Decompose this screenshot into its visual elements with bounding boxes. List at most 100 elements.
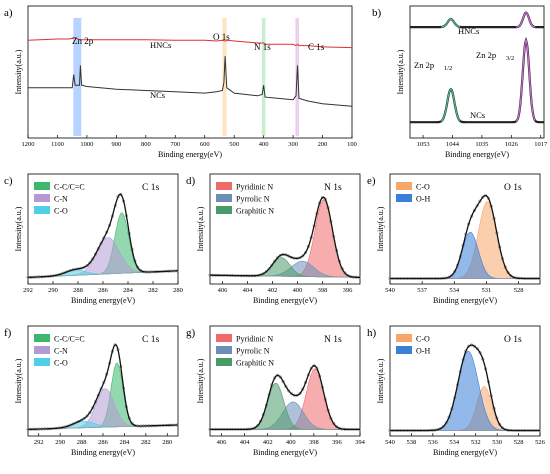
x-tick-label: 530 bbox=[492, 439, 502, 446]
legend-label: Pyridinic N bbox=[236, 183, 273, 192]
panel-d: d) 406 404 402 400 398 396 Binding energy(eV) In… bbox=[186, 173, 361, 305]
y-axis-label: Intensity(a.u.) bbox=[14, 49, 23, 94]
data-point bbox=[256, 423, 260, 427]
x-tick-label: 528 bbox=[514, 439, 524, 446]
panel-label: e) bbox=[367, 175, 376, 187]
x-tick-label: 400 bbox=[286, 439, 296, 446]
data-point bbox=[506, 271, 510, 275]
x-tick-label: 1035 bbox=[475, 141, 488, 148]
x-tick-label: 286 bbox=[98, 439, 109, 446]
x-tick-label: 402 bbox=[268, 287, 278, 294]
data-point bbox=[287, 389, 291, 393]
x-axis-label: Binding energy(eV) bbox=[158, 150, 222, 159]
x-tick-label: 540 bbox=[385, 439, 395, 446]
x-tick-label: 1000 bbox=[80, 141, 93, 148]
x-tick-label: 406 bbox=[218, 287, 229, 294]
component-fill bbox=[210, 382, 360, 430]
x-tick-label: 538 bbox=[407, 439, 417, 446]
data-point bbox=[85, 264, 89, 268]
x-tick-label: 531 bbox=[482, 287, 492, 294]
data-point bbox=[509, 274, 513, 278]
legend-label: C-O bbox=[416, 183, 430, 192]
legend-label: Pyrrolic N bbox=[236, 195, 270, 204]
series-label: NCs bbox=[470, 110, 485, 120]
data-point bbox=[275, 256, 280, 260]
panel-label: a) bbox=[4, 7, 13, 19]
x-tick-label: 290 bbox=[55, 439, 65, 446]
chart-title: O 1s bbox=[504, 335, 522, 345]
chart-title: C 1s bbox=[142, 183, 159, 193]
plot-frame bbox=[27, 5, 353, 139]
legend-label: C-O bbox=[416, 335, 430, 344]
x-tick-label: 534 bbox=[449, 439, 460, 446]
x-tick-label: 284 bbox=[123, 287, 134, 294]
plot-frame bbox=[389, 173, 541, 285]
series-label: HNCs bbox=[150, 40, 171, 50]
legend-swatch bbox=[396, 346, 412, 354]
panel-g: g) 406 404 402 400 398 396 394 Binding energy(eV… bbox=[186, 325, 366, 457]
x-axis-label: Binding energy(eV) bbox=[253, 296, 317, 305]
x-tick-label: 1044 bbox=[446, 141, 460, 148]
highlight-band bbox=[261, 18, 266, 136]
legend-swatch bbox=[34, 358, 50, 366]
data-point bbox=[270, 263, 274, 267]
peak-annotation: Zn 2p bbox=[414, 60, 434, 70]
data-point bbox=[478, 199, 482, 203]
legend-label: Pyridinic N bbox=[236, 335, 273, 344]
y-axis-label: Intensity(a.u.) bbox=[376, 206, 385, 251]
x-tick-label: 402 bbox=[263, 439, 273, 446]
x-axis-label: Binding energy(eV) bbox=[253, 448, 317, 457]
data-point bbox=[498, 422, 502, 427]
x-tick-label: 404 bbox=[240, 439, 251, 446]
fit-peak bbox=[441, 18, 461, 28]
envelope-line bbox=[28, 343, 178, 431]
peak-annotation: O 1s bbox=[213, 32, 230, 42]
data-point bbox=[290, 392, 294, 396]
legend-swatch bbox=[216, 194, 232, 202]
peak-annotation-sub: 3/2 bbox=[506, 55, 514, 62]
chart-title: N 1s bbox=[324, 335, 342, 345]
legend-label: Pyrrolic N bbox=[236, 347, 270, 356]
fit-peak bbox=[440, 88, 461, 122]
panel-a: a) 1200 1100 1000 900 800 700 600 500 400 300 200 10… bbox=[4, 5, 357, 159]
x-tick-label: 532 bbox=[471, 439, 481, 446]
legend-label: C-O bbox=[54, 359, 68, 368]
data-point bbox=[335, 425, 339, 429]
series-line bbox=[28, 56, 353, 107]
data-point bbox=[500, 426, 505, 430]
peak-annotation: Zn 2p bbox=[72, 36, 94, 46]
data-point bbox=[301, 254, 305, 258]
x-tick-label: 290 bbox=[48, 287, 58, 294]
plot-frame bbox=[389, 325, 541, 437]
legend-label: Graphitic N bbox=[236, 207, 274, 216]
data-point bbox=[85, 414, 89, 418]
x-tick-label: 286 bbox=[98, 287, 109, 294]
plot-frame bbox=[409, 5, 545, 139]
peak-annotation: N 1s bbox=[254, 42, 271, 52]
x-tick-label: 200 bbox=[318, 141, 328, 148]
y-axis-label: Intensity(a.u.) bbox=[396, 49, 405, 94]
data-point bbox=[298, 391, 302, 395]
highlight-band bbox=[73, 18, 82, 136]
y-axis-label: Intensity(a.u.) bbox=[376, 358, 385, 403]
legend-swatch bbox=[34, 182, 50, 190]
envelope-line bbox=[390, 344, 540, 432]
x-tick-label: 284 bbox=[120, 439, 131, 446]
fit-peak bbox=[515, 38, 536, 122]
series-line bbox=[27, 37, 353, 49]
peak-annotation: Zn 2p bbox=[476, 50, 496, 60]
legend-label: O-H bbox=[416, 347, 430, 356]
plot-frame bbox=[209, 325, 361, 437]
envelope-line bbox=[390, 194, 540, 280]
data-point bbox=[332, 422, 336, 426]
data-point bbox=[88, 410, 92, 415]
x-axis-label: Binding energy(eV) bbox=[71, 296, 135, 305]
x-tick-label: 800 bbox=[141, 141, 151, 148]
legend-swatch bbox=[216, 182, 232, 190]
x-tick-label: 398 bbox=[309, 439, 319, 446]
peak-annotation: C 1s bbox=[308, 42, 325, 52]
data-point bbox=[91, 257, 95, 261]
y-axis-label: Intensity(a.u.) bbox=[196, 206, 205, 251]
x-tick-label: 534 bbox=[449, 287, 460, 294]
panel-label: c) bbox=[4, 175, 13, 187]
